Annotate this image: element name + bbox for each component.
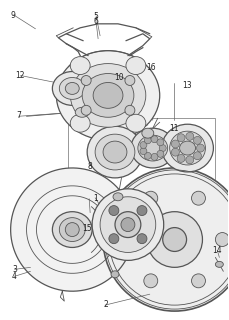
Ellipse shape xyxy=(126,57,146,75)
Ellipse shape xyxy=(113,193,123,201)
Ellipse shape xyxy=(131,128,175,168)
Ellipse shape xyxy=(70,57,90,75)
Text: 15: 15 xyxy=(82,224,92,233)
Circle shape xyxy=(191,274,205,288)
Ellipse shape xyxy=(142,128,154,138)
Circle shape xyxy=(109,205,119,215)
Circle shape xyxy=(144,152,151,159)
Ellipse shape xyxy=(111,271,119,278)
Circle shape xyxy=(144,137,151,144)
Text: 7: 7 xyxy=(16,111,21,120)
Ellipse shape xyxy=(126,114,146,132)
Circle shape xyxy=(140,141,147,148)
Ellipse shape xyxy=(75,107,89,117)
Ellipse shape xyxy=(87,126,143,178)
Bar xyxy=(68,118,215,190)
Text: 8: 8 xyxy=(87,162,92,171)
Ellipse shape xyxy=(82,74,134,117)
Text: 4: 4 xyxy=(12,272,17,281)
Ellipse shape xyxy=(215,261,223,267)
Text: 1: 1 xyxy=(93,194,98,203)
Text: 3: 3 xyxy=(12,265,17,274)
Polygon shape xyxy=(11,168,134,291)
Text: 6: 6 xyxy=(94,17,99,26)
Circle shape xyxy=(144,274,158,288)
Ellipse shape xyxy=(65,83,79,94)
Ellipse shape xyxy=(52,212,92,247)
Text: 5: 5 xyxy=(94,12,99,21)
Circle shape xyxy=(92,189,164,260)
Ellipse shape xyxy=(95,134,135,170)
Ellipse shape xyxy=(93,83,123,108)
Ellipse shape xyxy=(70,64,146,127)
Circle shape xyxy=(196,144,204,152)
Text: 12: 12 xyxy=(15,71,25,80)
Ellipse shape xyxy=(70,114,90,132)
Circle shape xyxy=(144,191,158,205)
Circle shape xyxy=(186,132,194,140)
Circle shape xyxy=(65,223,79,236)
Ellipse shape xyxy=(56,51,160,140)
Circle shape xyxy=(157,150,164,157)
Circle shape xyxy=(177,155,185,162)
Ellipse shape xyxy=(52,72,92,105)
Circle shape xyxy=(137,205,147,215)
Circle shape xyxy=(120,233,134,246)
Ellipse shape xyxy=(170,131,205,165)
Circle shape xyxy=(172,148,179,156)
Ellipse shape xyxy=(59,77,85,100)
Circle shape xyxy=(137,234,147,244)
Text: 14: 14 xyxy=(212,246,222,255)
Circle shape xyxy=(109,234,119,244)
Circle shape xyxy=(157,139,164,146)
Circle shape xyxy=(215,233,229,246)
Circle shape xyxy=(125,76,135,85)
Text: 13: 13 xyxy=(183,81,192,90)
Circle shape xyxy=(81,105,91,115)
Circle shape xyxy=(151,136,158,143)
Circle shape xyxy=(100,197,156,252)
Text: 9: 9 xyxy=(11,11,16,20)
Circle shape xyxy=(191,191,205,205)
Circle shape xyxy=(194,152,202,160)
Text: 16: 16 xyxy=(146,63,156,72)
Ellipse shape xyxy=(162,124,213,172)
Text: 11: 11 xyxy=(169,124,178,133)
Circle shape xyxy=(151,153,158,160)
Circle shape xyxy=(186,156,194,164)
Circle shape xyxy=(121,218,135,232)
Circle shape xyxy=(103,168,229,311)
Ellipse shape xyxy=(180,141,196,155)
Circle shape xyxy=(147,212,202,267)
Circle shape xyxy=(115,212,141,237)
Circle shape xyxy=(172,140,179,148)
Ellipse shape xyxy=(138,135,168,161)
Circle shape xyxy=(194,136,202,144)
Circle shape xyxy=(159,145,166,152)
Circle shape xyxy=(81,76,91,85)
Circle shape xyxy=(163,228,187,252)
Circle shape xyxy=(177,134,185,142)
Ellipse shape xyxy=(103,141,127,163)
Text: 10: 10 xyxy=(114,73,124,82)
Circle shape xyxy=(140,148,147,155)
Circle shape xyxy=(125,105,135,115)
Ellipse shape xyxy=(59,218,85,242)
Text: 2: 2 xyxy=(103,300,108,309)
